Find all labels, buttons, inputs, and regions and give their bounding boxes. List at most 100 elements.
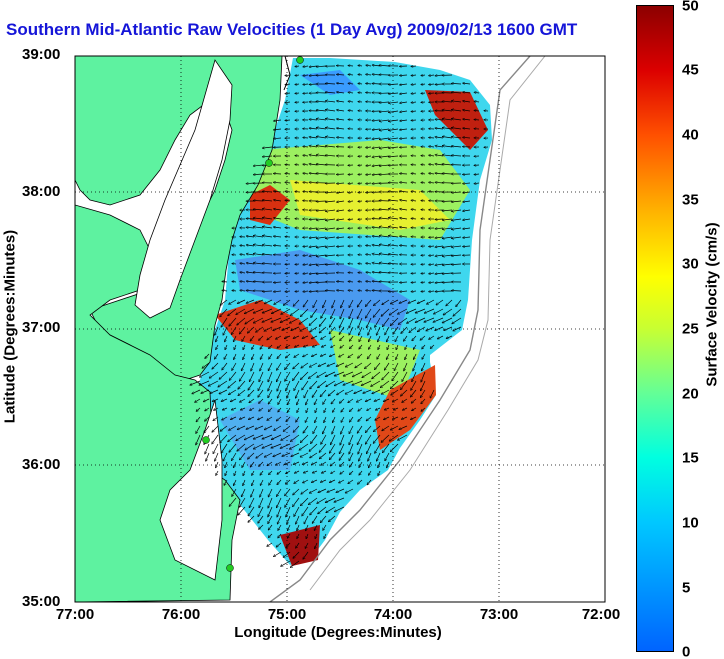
velocity-arrow-546 — [388, 263, 399, 264]
velocity-arrow-1197 — [259, 524, 264, 529]
velocity-arrow-75 — [474, 92, 480, 93]
velocity-arrow-806 — [294, 353, 300, 357]
velocity-arrow-916 — [363, 389, 372, 393]
velocity-arrow-157 — [379, 128, 390, 130]
velocity-arrow-596 — [358, 281, 363, 282]
velocity-arrow-304 — [358, 183, 363, 184]
velocity-arrow-311 — [421, 182, 426, 183]
velocity-arrow-295 — [274, 182, 282, 183]
velocity-arrow-715 — [452, 317, 462, 324]
velocity-arrow-1190 — [277, 515, 282, 524]
velocity-arrow-181 — [379, 137, 390, 140]
velocity-arrow-1174 — [334, 497, 345, 502]
velocity-arrow-569 — [358, 273, 363, 274]
velocity-arrow-1025 — [196, 434, 201, 445]
velocity-arrow-1148 — [232, 488, 237, 496]
velocity-arrow-776 — [260, 344, 264, 349]
velocity-arrow-938 — [323, 398, 327, 404]
velocity-arrow-10 — [379, 65, 390, 66]
velocity-arrow-890 — [361, 380, 372, 386]
velocity-arrow-643 — [293, 299, 300, 306]
velocity-arrow-708 — [390, 317, 399, 326]
velocity-arrow-1081 — [291, 452, 300, 456]
velocity-arrow-728 — [319, 326, 327, 333]
velocity-arrow-829 — [277, 362, 282, 370]
velocity-arrow-835 — [327, 362, 336, 366]
velocity-arrow-283 — [400, 174, 408, 175]
velocity-arrow-793 — [413, 344, 417, 349]
velocity-arrow-1130 — [378, 470, 381, 476]
velocity-arrow-204 — [366, 147, 372, 148]
velocity-arrow-1216 — [305, 542, 309, 548]
velocity-arrow-1116 — [252, 470, 255, 475]
velocity-arrow-426 — [285, 228, 291, 229]
velocity-arrow-1110 — [378, 461, 381, 468]
velocity-arrow-505 — [262, 254, 273, 255]
velocity-arrow-40 — [348, 83, 354, 84]
velocity-arrow-912 — [328, 389, 336, 396]
colorbar-tick-25: 25 — [682, 320, 699, 338]
velocity-arrow-367 — [463, 201, 471, 202]
velocity-arrow-646 — [323, 299, 327, 308]
velocity-arrow-1215 — [296, 542, 300, 548]
velocity-arrow-1092 — [216, 461, 219, 468]
velocity-arrow-910 — [312, 389, 318, 397]
velocity-arrow-361 — [411, 200, 417, 201]
velocity-arrow-684 — [415, 308, 426, 313]
velocity-arrow-709 — [398, 317, 408, 324]
velocity-arrow-493 — [400, 245, 408, 246]
velocity-arrow-946 — [393, 398, 399, 402]
velocity-arrow-1072 — [215, 452, 219, 461]
velocity-arrow-1217 — [315, 542, 318, 549]
xtick-75: 75:00 — [267, 606, 307, 623]
velocity-arrow-1135 — [260, 479, 264, 485]
velocity-arrow-652 — [374, 299, 381, 306]
velocity-arrow-888 — [343, 380, 354, 385]
velocity-arrow-923 — [430, 389, 435, 398]
velocity-arrow-1074 — [232, 452, 237, 461]
velocity-arrow-691 — [237, 317, 246, 325]
velocity-arrow-891 — [371, 380, 381, 386]
velocity-arrow-886 — [326, 380, 336, 387]
velocity-arrow-83 — [348, 101, 354, 102]
colorbar-tick-0: 0 — [682, 643, 691, 659]
velocity-arrow-1212 — [267, 542, 273, 546]
xtick-76: 76:00 — [161, 606, 201, 623]
velocity-arrow-981 — [239, 416, 246, 419]
velocity-arrow-701 — [329, 317, 336, 327]
velocity-arrow-631 — [429, 291, 435, 292]
velocity-arrow-608 — [222, 290, 228, 291]
velocity-arrow-247 — [303, 164, 309, 165]
velocity-arrow-102 — [316, 110, 327, 111]
velocity-arrow-1088 — [359, 452, 363, 461]
velocity-arrow-777 — [269, 344, 273, 349]
velocity-arrow-459 — [337, 237, 345, 238]
velocity-arrow-826 — [251, 362, 255, 371]
velocity-arrow-989 — [315, 416, 318, 423]
velocity-arrow-267 — [253, 174, 264, 175]
velocity-arrow-126 — [316, 119, 327, 120]
velocity-arrow-1097 — [259, 461, 264, 466]
velocity-arrow-1181 — [294, 506, 300, 516]
velocity-arrow-1112 — [216, 470, 219, 475]
velocity-arrow-182 — [389, 138, 399, 139]
velocity-arrow-1143 — [329, 479, 336, 483]
velocity-arrow-1019 — [357, 425, 363, 433]
velocity-arrow-845 — [422, 362, 426, 371]
velocity-arrow-687 — [443, 308, 453, 315]
velocity-arrow-797 — [215, 353, 219, 359]
xtick-72: 72:00 — [581, 606, 621, 623]
velocity-arrow-296 — [285, 182, 291, 183]
velocity-arrow-129 — [348, 120, 354, 121]
velocity-arrow-1142 — [320, 479, 327, 482]
velocity-arrow-588 — [285, 282, 291, 283]
velocity-arrow-688 — [453, 308, 462, 316]
velocity-arrow-242 — [253, 165, 264, 166]
velocity-arrow-80 — [316, 101, 327, 102]
velocity-arrow-496 — [429, 246, 435, 247]
velocity-arrow-645 — [313, 299, 318, 308]
colorbar-tick-45: 45 — [682, 61, 699, 79]
velocity-arrow-1208 — [297, 533, 300, 539]
velocity-arrow-903 — [248, 389, 255, 396]
velocity-arrow-698 — [299, 317, 309, 324]
